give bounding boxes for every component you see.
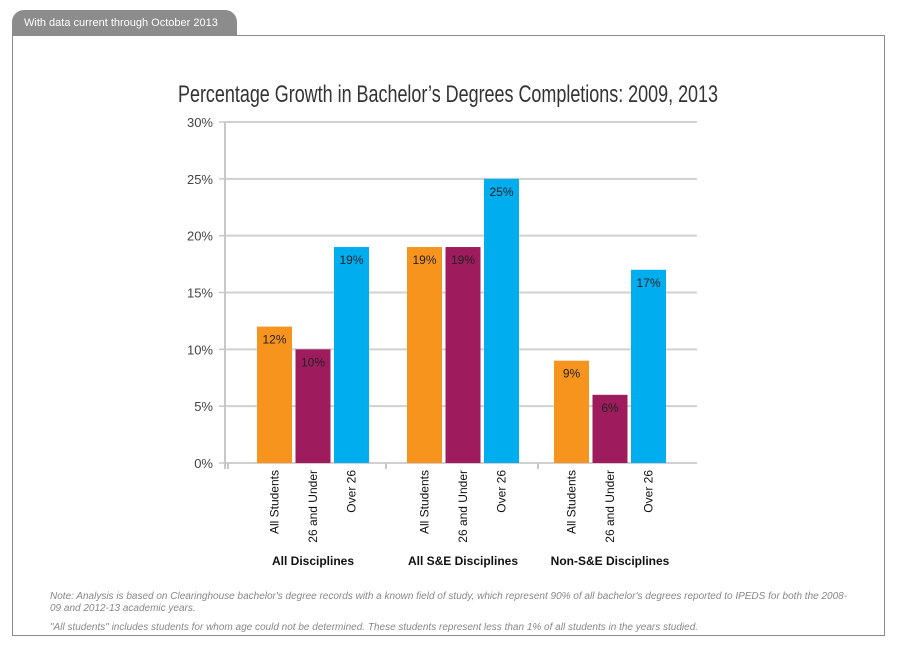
x-tick-label: 26 and Under: [456, 470, 470, 543]
y-tick-label: 20%: [187, 229, 213, 244]
y-tick-label: 0%: [194, 456, 213, 471]
y-tick-label: 5%: [194, 399, 213, 414]
group-label: All S&E Disciplines: [408, 554, 518, 568]
data-label: 19%: [412, 253, 436, 267]
data-label: 19%: [339, 253, 363, 267]
y-tick-label: 15%: [187, 286, 213, 301]
data-currency-tab: With data current through October 2013: [12, 10, 237, 36]
chart-panel: [12, 35, 885, 636]
chart-title: Percentage Growth in Bachelor’s Degrees …: [178, 81, 718, 108]
bar: [631, 269, 666, 463]
bar: [257, 326, 292, 463]
x-tick-label: Over 26: [345, 470, 359, 513]
footnote-text: "All students" includes students for who…: [50, 622, 699, 633]
x-tick-label: All Students: [268, 470, 282, 534]
data-label: 12%: [262, 333, 286, 347]
data-label: 9%: [563, 367, 581, 381]
x-tick-label: All Students: [565, 470, 579, 534]
bar: [484, 178, 519, 464]
bar: [445, 247, 481, 463]
bar: [295, 349, 331, 463]
bar: [554, 360, 589, 463]
data-label: 10%: [301, 355, 325, 369]
data-label: 19%: [451, 253, 475, 267]
note-text: Note: Analysis is based on Clearinghouse…: [50, 591, 848, 614]
y-tick-label: 10%: [187, 342, 213, 357]
x-tick-label: 26 and Under: [603, 470, 617, 543]
x-tick-label: Over 26: [642, 470, 656, 513]
bar: [407, 247, 442, 463]
data-label: 17%: [636, 276, 660, 290]
y-tick-label: 25%: [187, 172, 213, 187]
x-tick-label: All Students: [418, 470, 432, 534]
data-label: 25%: [489, 185, 513, 199]
x-tick-label: Over 26: [495, 470, 509, 513]
group-label: All Disciplines: [272, 554, 354, 568]
bar: [592, 394, 628, 463]
x-tick-label: 26 and Under: [306, 470, 320, 543]
group-label: Non-S&E Disciplines: [551, 554, 670, 568]
y-tick-label: 30%: [187, 115, 213, 130]
bar: [334, 247, 369, 463]
data-label: 6%: [601, 401, 619, 415]
